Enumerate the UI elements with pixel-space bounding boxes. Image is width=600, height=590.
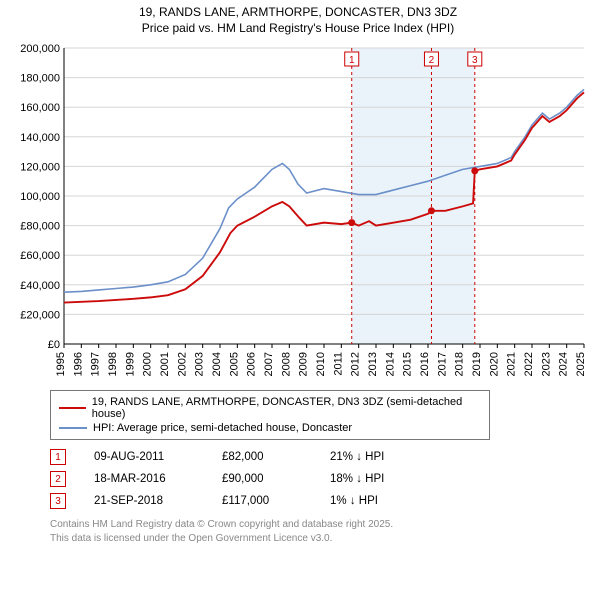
sale-marker-box: 2 <box>50 471 66 487</box>
svg-text:£100,000: £100,000 <box>20 191 60 203</box>
svg-text:2003: 2003 <box>194 352 206 376</box>
svg-text:2014: 2014 <box>384 352 396 376</box>
svg-text:2013: 2013 <box>367 352 379 376</box>
svg-text:1998: 1998 <box>107 352 119 376</box>
svg-text:2010: 2010 <box>315 352 327 376</box>
svg-text:1997: 1997 <box>90 352 102 376</box>
svg-text:£60,000: £60,000 <box>20 251 60 263</box>
title-line-2: Price paid vs. HM Land Registry's House … <box>4 20 592 36</box>
legend-swatch <box>59 407 86 409</box>
svg-text:£180,000: £180,000 <box>20 73 60 85</box>
svg-text:£200,000: £200,000 <box>20 43 60 55</box>
chart-title: 19, RANDS LANE, ARMTHORPE, DONCASTER, DN… <box>4 4 592 36</box>
sale-delta: 21% ↓ HPI <box>330 451 420 463</box>
svg-text:2011: 2011 <box>332 352 344 376</box>
svg-text:£0: £0 <box>48 339 60 351</box>
legend-label: HPI: Average price, semi-detached house,… <box>93 422 352 434</box>
svg-text:2022: 2022 <box>523 352 535 376</box>
footnote: Contains HM Land Registry data © Crown c… <box>50 518 592 545</box>
svg-text:2020: 2020 <box>488 352 500 376</box>
svg-text:2019: 2019 <box>471 352 483 376</box>
svg-text:2021: 2021 <box>506 352 518 376</box>
sale-row: 321-SEP-2018£117,0001% ↓ HPI <box>50 490 592 512</box>
sale-price: 09-AUG-2011 <box>94 451 194 463</box>
sale-price: 21-SEP-2018 <box>94 495 194 507</box>
footnote-line-2: This data is licensed under the Open Gov… <box>50 532 592 546</box>
svg-text:1996: 1996 <box>72 352 84 376</box>
svg-text:2004: 2004 <box>211 352 223 376</box>
svg-text:2017: 2017 <box>436 352 448 376</box>
legend-row: 19, RANDS LANE, ARMTHORPE, DONCASTER, DN… <box>59 395 481 421</box>
svg-text:2002: 2002 <box>176 352 188 376</box>
svg-text:2012: 2012 <box>350 352 362 376</box>
sale-marker-box: 3 <box>50 493 66 509</box>
svg-text:£80,000: £80,000 <box>20 221 60 233</box>
sale-delta: 18% ↓ HPI <box>330 473 420 485</box>
svg-text:£120,000: £120,000 <box>20 162 60 174</box>
svg-text:2024: 2024 <box>558 352 570 376</box>
svg-text:2025: 2025 <box>575 352 587 376</box>
svg-text:2015: 2015 <box>402 352 414 376</box>
svg-text:2005: 2005 <box>228 352 240 376</box>
legend-label: 19, RANDS LANE, ARMTHORPE, DONCASTER, DN… <box>92 396 481 420</box>
svg-text:2: 2 <box>429 55 435 66</box>
svg-text:2006: 2006 <box>246 352 258 376</box>
svg-text:2007: 2007 <box>263 352 275 376</box>
svg-text:£140,000: £140,000 <box>20 132 60 144</box>
sale-price: 18-MAR-2016 <box>94 473 194 485</box>
svg-text:2023: 2023 <box>540 352 552 376</box>
legend: 19, RANDS LANE, ARMTHORPE, DONCASTER, DN… <box>50 390 490 440</box>
sale-row: 218-MAR-2016£90,00018% ↓ HPI <box>50 468 592 490</box>
svg-text:2000: 2000 <box>142 352 154 376</box>
svg-text:2009: 2009 <box>298 352 310 376</box>
svg-text:3: 3 <box>472 55 478 66</box>
svg-text:2016: 2016 <box>419 352 431 376</box>
sale-row: 109-AUG-2011£82,00021% ↓ HPI <box>50 446 592 468</box>
svg-text:2018: 2018 <box>454 352 466 376</box>
svg-text:2008: 2008 <box>280 352 292 376</box>
title-line-1: 19, RANDS LANE, ARMTHORPE, DONCASTER, DN… <box>4 4 592 20</box>
svg-text:£20,000: £20,000 <box>20 310 60 322</box>
legend-row: HPI: Average price, semi-detached house,… <box>59 421 481 435</box>
svg-text:1: 1 <box>349 55 355 66</box>
line-chart-svg: £0 £20,000 £40,000 £60,000 £80,000 £100,000 £1… <box>20 42 590 382</box>
svg-text:£160,000: £160,000 <box>20 103 60 115</box>
svg-text:1999: 1999 <box>124 352 136 376</box>
sales-table: 109-AUG-2011£82,00021% ↓ HPI218-MAR-2016… <box>50 446 592 512</box>
footnote-line-1: Contains HM Land Registry data © Crown c… <box>50 518 592 532</box>
svg-text:£40,000: £40,000 <box>20 280 60 292</box>
svg-text:1995: 1995 <box>55 352 67 376</box>
legend-swatch <box>59 427 87 429</box>
chart-area: £0 £20,000 £40,000 £60,000 £80,000 £100,000 £1… <box>20 42 590 382</box>
sale-marker-box: 1 <box>50 449 66 465</box>
sale-delta: 1% ↓ HPI <box>330 495 420 507</box>
svg-text:2001: 2001 <box>159 352 171 376</box>
